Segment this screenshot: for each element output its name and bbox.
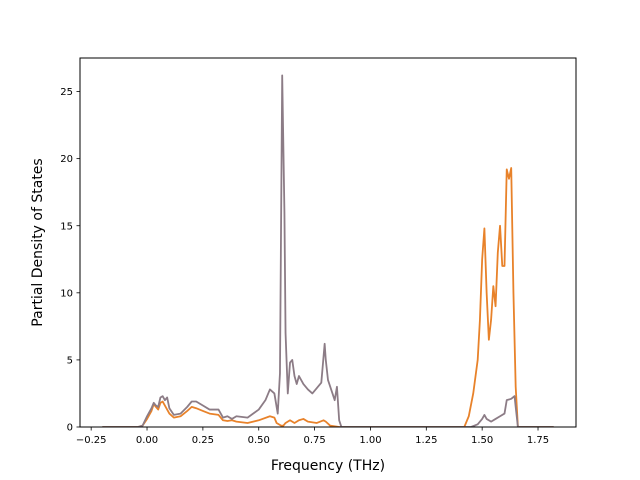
- series-line-1: [102, 167, 554, 427]
- x-tick-label: 1.25: [415, 435, 437, 446]
- y-tick-label: 5: [67, 356, 73, 367]
- y-tick-label: 20: [60, 154, 73, 165]
- series-layer: [102, 74, 554, 427]
- x-tick-label: 0.00: [136, 435, 158, 446]
- x-tick-label: 1.00: [359, 435, 381, 446]
- x-tick-label: 0.25: [192, 435, 214, 446]
- y-axis-label: Partial Density of States: [30, 158, 46, 326]
- x-tick-label: 0.50: [248, 435, 270, 446]
- x-tick-label: 0.75: [303, 435, 325, 446]
- y-tick-label: 25: [60, 87, 73, 98]
- x-tick-label: −0.25: [76, 435, 107, 446]
- y-tick-label: 0: [67, 423, 73, 434]
- plot-frame: [79, 57, 577, 428]
- ticks-layer: −0.25 0.00 0.25 0.50 0.75 1.00 1.25 1.50 1.75 0 5 1…: [60, 87, 549, 446]
- x-tick-label: 1.75: [527, 435, 549, 446]
- y-tick-label: 15: [60, 221, 73, 232]
- x-tick-label: 1.50: [471, 435, 493, 446]
- x-axis-label: Frequency (THz): [271, 458, 385, 474]
- series-line-2: [102, 74, 554, 427]
- y-tick-label: 10: [60, 288, 73, 299]
